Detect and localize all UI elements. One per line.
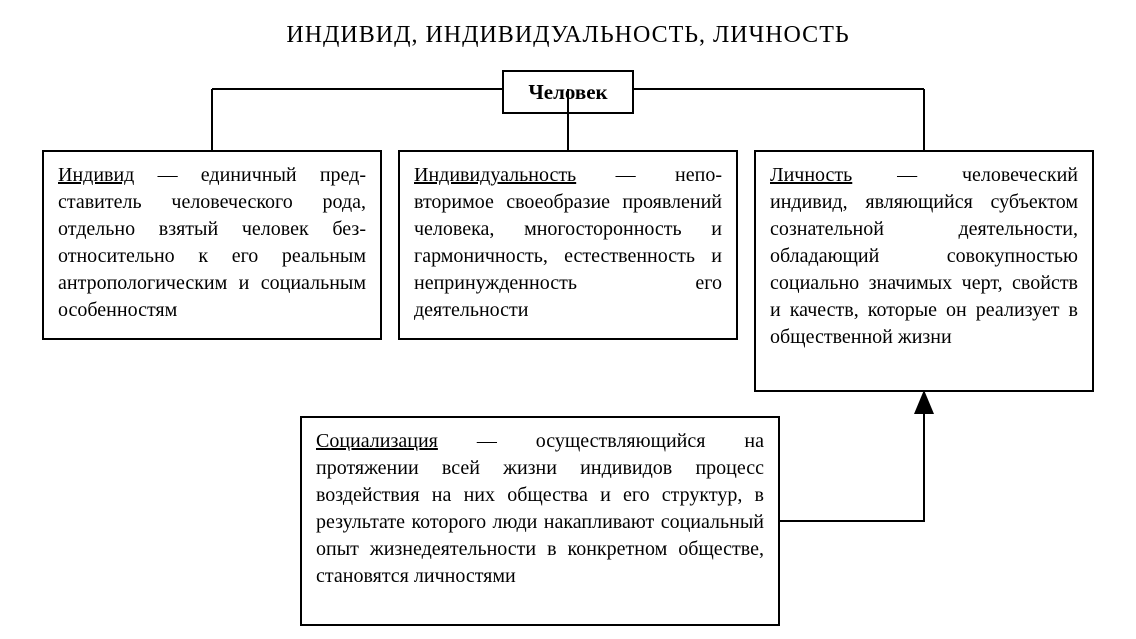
root-node-chelovek: Человек (502, 70, 634, 114)
text-lichnost: — человеческий индивид, являющийся субъе… (770, 164, 1078, 348)
root-label: Человек (528, 80, 607, 104)
diagram-title: ИНДИВИД, ИНДИВИДУАЛЬНОСТЬ, ЛИЧНОСТЬ (0, 22, 1136, 49)
term-socialization: Социализация (316, 430, 438, 452)
term-individ: Индивид (58, 164, 134, 186)
term-lichnost: Личность (770, 164, 852, 186)
node-individ: Индивид — единичный пред­ставитель челов… (42, 150, 382, 340)
node-individualnost: Индивидуальность — непо­вторимое своеобр… (398, 150, 738, 340)
text-individ: — единичный пред­ставитель человеческого… (58, 164, 366, 321)
term-individualnost: Индивидуальность (414, 164, 576, 186)
text-individualnost: — непо­вторимое своеобразие прояв­лений … (414, 164, 722, 321)
node-socialization: Социализация — осуществляющийся на протя… (300, 416, 780, 626)
text-socialization: — осуществляющийся на протяжении всей жи… (316, 430, 764, 587)
node-lichnost: Личность — человеческий индивид, являющи… (754, 150, 1094, 392)
